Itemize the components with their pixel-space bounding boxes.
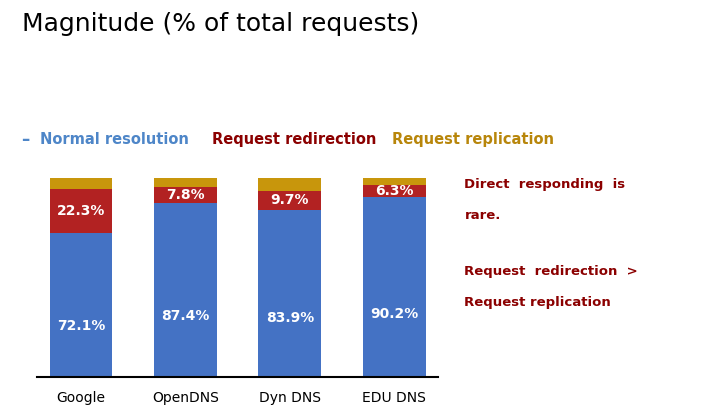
Bar — [154, 178, 217, 188]
Bar — [363, 197, 426, 377]
Bar — [363, 185, 426, 197]
Text: EDU DNS: EDU DNS — [362, 390, 426, 405]
Text: 90.2%: 90.2% — [370, 307, 418, 321]
Text: –: – — [22, 131, 30, 149]
Text: 6.3%: 6.3% — [375, 184, 413, 198]
Text: Direct  responding  is: Direct responding is — [464, 178, 626, 191]
Text: 72.1%: 72.1% — [57, 320, 105, 333]
Bar — [363, 178, 426, 185]
Text: 83.9%: 83.9% — [266, 311, 314, 325]
Bar — [50, 178, 112, 189]
Text: Request redirection: Request redirection — [212, 132, 377, 147]
Text: OpenDNS: OpenDNS — [152, 390, 219, 405]
Text: Google: Google — [56, 390, 106, 405]
Text: Request replication: Request replication — [464, 296, 611, 309]
Text: Dyn DNS: Dyn DNS — [258, 390, 321, 405]
Text: 9.7%: 9.7% — [271, 193, 309, 207]
Bar — [50, 189, 112, 233]
Bar — [258, 191, 321, 210]
Text: 7.8%: 7.8% — [166, 188, 204, 202]
Text: Request  redirection  >: Request redirection > — [464, 265, 638, 278]
Bar — [258, 178, 321, 191]
Text: 87.4%: 87.4% — [161, 309, 210, 323]
Bar — [154, 188, 217, 203]
Text: Magnitude (% of total requests): Magnitude (% of total requests) — [22, 12, 419, 36]
Text: Normal resolution: Normal resolution — [40, 132, 189, 147]
Text: Request replication: Request replication — [392, 132, 554, 147]
Text: 22.3%: 22.3% — [57, 204, 105, 218]
Bar — [154, 203, 217, 377]
Text: rare.: rare. — [464, 209, 501, 222]
Bar — [258, 210, 321, 377]
Bar — [50, 233, 112, 377]
